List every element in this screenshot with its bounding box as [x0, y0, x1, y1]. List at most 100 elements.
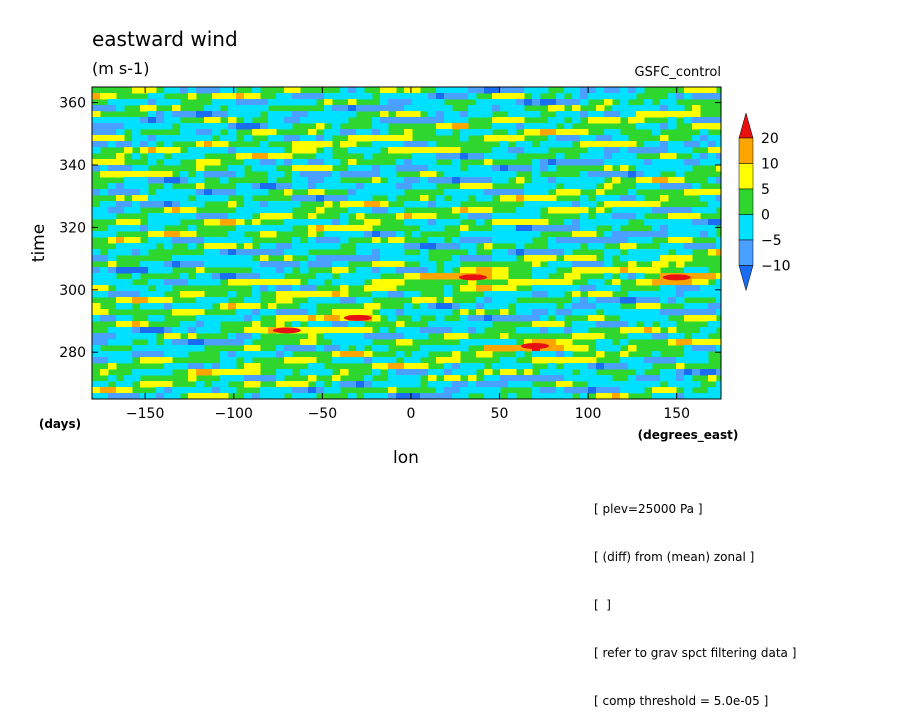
heatmap-cell: [364, 231, 373, 238]
heatmap-cell: [604, 117, 613, 124]
heatmap-cell: [132, 201, 141, 208]
heatmap-cell: [452, 357, 461, 364]
heatmap-cell: [484, 339, 493, 346]
heatmap-cell: [164, 99, 173, 106]
heatmap-cell: [556, 153, 565, 160]
heatmap-cell: [116, 327, 125, 334]
heatmap-cell: [436, 105, 445, 112]
heatmap-cell: [708, 315, 717, 322]
heatmap-cell: [668, 105, 677, 112]
heatmap-cell: [100, 129, 109, 136]
heatmap-cell: [292, 135, 301, 142]
heatmap-cell: [92, 381, 101, 388]
heatmap-cell: [404, 357, 413, 364]
heatmap-cell: [420, 93, 429, 100]
heatmap-cell: [556, 159, 565, 166]
heatmap-cell: [204, 189, 213, 196]
heatmap-cell: [612, 135, 621, 142]
heatmap-cell: [316, 165, 325, 172]
heatmap-cell: [668, 99, 677, 106]
heatmap-cell: [340, 297, 349, 304]
heatmap-cell: [180, 87, 189, 94]
heatmap-cell: [100, 333, 109, 340]
heatmap-cell: [572, 267, 581, 274]
heatmap-cell: [180, 303, 189, 310]
heatmap-cell: [500, 309, 509, 316]
heatmap-cell: [564, 99, 573, 106]
heatmap-cell: [212, 261, 221, 268]
heatmap-cell: [156, 291, 165, 298]
heatmap-cell: [356, 135, 365, 142]
heatmap-cell: [676, 231, 685, 238]
heatmap-cell: [700, 243, 709, 250]
heatmap-cell: [300, 285, 309, 292]
heatmap-cell: [684, 189, 693, 196]
heatmap-cell: [196, 153, 205, 160]
heatmap-cell: [164, 285, 173, 292]
heatmap-cell: [212, 255, 221, 262]
heatmap-cell: [444, 297, 453, 304]
heatmap-cell: [580, 285, 589, 292]
heatmap-cell: [524, 339, 533, 346]
heatmap-cell: [676, 309, 685, 316]
heatmap-cell: [172, 303, 181, 310]
heatmap-cell: [460, 363, 469, 370]
heatmap-cell: [292, 285, 301, 292]
heatmap-cell: [556, 261, 565, 268]
heatmap-cell: [116, 381, 125, 388]
heatmap-cell: [236, 153, 245, 160]
heatmap-cell: [532, 201, 541, 208]
heatmap-cell: [532, 309, 541, 316]
heatmap-cell: [716, 135, 721, 142]
heatmap-cell: [308, 219, 317, 226]
heatmap-cell: [452, 345, 461, 352]
heatmap-cell: [348, 339, 357, 346]
heatmap-cell: [564, 369, 573, 376]
heatmap-cell: [164, 171, 173, 178]
heatmap-cell: [188, 321, 197, 328]
heatmap-cell: [556, 369, 565, 376]
heatmap-cell: [708, 219, 717, 226]
heatmap-cell: [316, 111, 325, 118]
heatmap-cell: [652, 105, 661, 112]
heatmap-cell: [676, 255, 685, 262]
heatmap-cell: [244, 273, 253, 280]
heatmap-cell: [500, 87, 509, 94]
heatmap-cell: [332, 171, 341, 178]
heatmap-cell: [532, 357, 541, 364]
heatmap-cell: [476, 183, 485, 190]
heatmap-cell: [116, 201, 125, 208]
heatmap-cell: [148, 297, 157, 304]
heatmap-cell: [476, 87, 485, 94]
heatmap-cell: [716, 93, 721, 100]
heatmap-cell: [452, 243, 461, 250]
heatmap-cell: [620, 135, 629, 142]
heatmap-cell: [476, 387, 485, 394]
heatmap-cell: [388, 207, 397, 214]
heatmap-cell: [636, 207, 645, 214]
chart-units: (m s-1): [92, 59, 149, 78]
heatmap-cell: [572, 159, 581, 166]
heatmap-cell: [716, 165, 721, 172]
heatmap-cell: [548, 267, 557, 274]
heatmap-cell: [276, 111, 285, 118]
heatmap-cell: [124, 183, 133, 190]
heatmap-cell: [268, 123, 277, 130]
heatmap-cell: [428, 393, 437, 399]
heatmap-cell: [172, 117, 181, 124]
heatmap-cell: [436, 99, 445, 106]
heatmap-cell: [436, 147, 445, 154]
heatmap-cell: [572, 183, 581, 190]
heatmap-cell: [588, 387, 597, 394]
heatmap-cell: [508, 99, 517, 106]
heatmap-cell: [148, 303, 157, 310]
heatmap-cell: [220, 213, 229, 220]
heatmap-cell: [372, 207, 381, 214]
heatmap-cell: [548, 261, 557, 268]
heatmap-cell: [148, 105, 157, 112]
heatmap-cell: [516, 165, 525, 172]
heatmap-cell: [532, 183, 541, 190]
heatmap-cell: [140, 171, 149, 178]
note-line: [ comp threshold = 5.0e-05 ]: [594, 694, 769, 708]
heatmap-cell: [692, 87, 701, 94]
